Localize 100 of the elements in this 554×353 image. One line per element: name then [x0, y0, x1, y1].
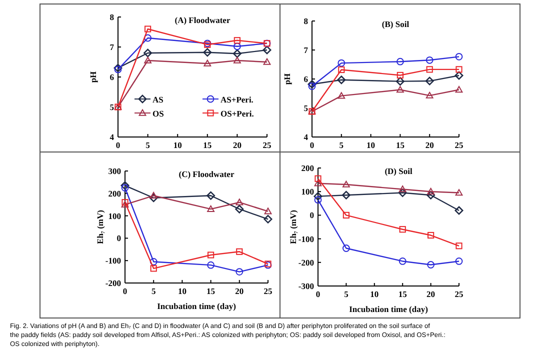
- legend-label: OS: [152, 108, 164, 118]
- point: [314, 192, 322, 201]
- point: [150, 265, 157, 272]
- x-tick-label: 15: [203, 140, 212, 150]
- x-tick-label: 10: [173, 140, 182, 150]
- point: [204, 60, 212, 66]
- point: [396, 58, 404, 66]
- y-tick-label: 200: [108, 188, 121, 198]
- y-tick-label: 100: [301, 186, 314, 197]
- y-tick-label: 6: [110, 72, 114, 82]
- point: [455, 258, 463, 265]
- point: [114, 66, 122, 74]
- point: [338, 59, 346, 67]
- point: [234, 37, 240, 44]
- point: [342, 244, 350, 252]
- point: [263, 58, 271, 65]
- point: [234, 56, 241, 64]
- point: [337, 76, 346, 84]
- y-tick-label: -100: [105, 256, 121, 266]
- x-tick-label: 5: [146, 140, 150, 150]
- point: [264, 214, 272, 224]
- point: [456, 242, 462, 250]
- point: [456, 66, 462, 73]
- x-tick-label: 5: [344, 289, 348, 299]
- point: [338, 66, 345, 74]
- point: [207, 205, 214, 212]
- x-tick-label: 10: [370, 289, 379, 299]
- legend-label: AS+Peri.: [220, 94, 254, 104]
- point: [426, 56, 434, 64]
- y-tick-label: 6: [304, 74, 308, 84]
- point: [232, 49, 242, 58]
- point: [342, 212, 350, 218]
- x-axis-title: Incubation time (day): [349, 304, 428, 314]
- point: [426, 66, 433, 73]
- point: [454, 71, 464, 80]
- point: [308, 80, 316, 88]
- x-tick-label: 20: [425, 140, 434, 150]
- point: [206, 191, 216, 200]
- point: [236, 248, 243, 255]
- y-tick-label: -200: [105, 278, 121, 288]
- point: [398, 258, 406, 265]
- y-axis-title: Eh₇ (mV): [288, 210, 298, 244]
- x-tick-label: 10: [178, 286, 186, 296]
- point: [264, 208, 272, 214]
- point: [455, 86, 463, 93]
- point: [314, 180, 322, 186]
- y-tick-label: -300: [298, 281, 314, 291]
- point: [426, 190, 436, 200]
- y-tick-label: 5: [304, 103, 308, 113]
- chart-title: (C) Floodwater: [178, 169, 234, 179]
- y-tick-label: 5: [110, 102, 114, 112]
- point: [120, 181, 130, 190]
- point: [338, 92, 346, 99]
- point: [308, 82, 316, 90]
- y-tick-label: 0: [310, 210, 314, 220]
- point: [428, 232, 434, 239]
- x-tick-label: 0: [122, 286, 128, 296]
- point: [262, 46, 272, 54]
- y-tick-label: 8: [110, 12, 114, 22]
- point: [399, 226, 406, 233]
- legend-label: OS+Peri.: [220, 108, 254, 118]
- point: [425, 76, 434, 86]
- x-tick-label: 25: [454, 289, 464, 299]
- point: [236, 198, 244, 206]
- x-tick-label: 5: [339, 140, 344, 150]
- point: [203, 48, 212, 57]
- point: [426, 92, 434, 98]
- point: [455, 52, 463, 60]
- point: [149, 194, 158, 202]
- y-tick-label: 200: [301, 163, 314, 173]
- x-tick-label: 25: [454, 140, 464, 150]
- y-axis-title: pH: [282, 72, 292, 85]
- y-tick-label: -100: [298, 234, 314, 244]
- chart-title: (D) Soil: [384, 166, 413, 176]
- point: [455, 189, 463, 196]
- point: [144, 56, 152, 64]
- point: [207, 261, 214, 269]
- point: [144, 34, 152, 42]
- y-tick-label: 8: [304, 16, 308, 26]
- y-axis-title: Eh₇ (mV): [95, 210, 105, 244]
- point: [234, 42, 241, 50]
- y-tick-label: 7: [304, 45, 309, 55]
- point: [314, 196, 322, 204]
- y-tick-label: 0: [116, 233, 121, 244]
- y-tick-label: 4: [304, 132, 309, 142]
- x-tick-label: 25: [264, 286, 272, 296]
- x-tick-label: 15: [396, 140, 404, 150]
- y-tick-label: 300: [108, 166, 121, 176]
- point: [342, 190, 350, 200]
- point: [235, 204, 244, 214]
- point: [396, 86, 404, 93]
- point: [454, 206, 464, 215]
- x-tick-label: 25: [262, 140, 272, 150]
- point: [121, 184, 129, 192]
- point: [150, 192, 158, 199]
- point: [396, 77, 404, 86]
- point: [398, 188, 407, 198]
- x-axis-title: Incubation time (day): [157, 301, 236, 311]
- x-tick-label: 15: [206, 286, 216, 296]
- point: [342, 180, 350, 188]
